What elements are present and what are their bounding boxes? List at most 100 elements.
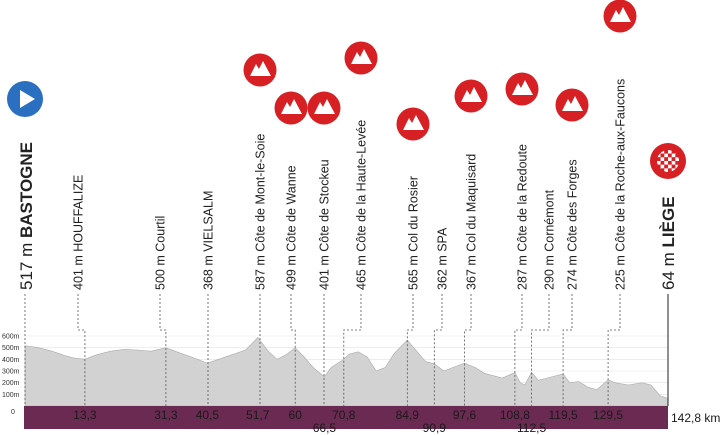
y-tick-label: 600m [2,334,20,341]
waypoint-label: 499 m Côte de Wanne [285,165,299,290]
checker-square [671,150,676,154]
checker-square [671,153,676,158]
mountain-shape [562,96,583,111]
mountain-shape [610,7,631,22]
y-tick-label: 300m [2,369,20,376]
mountain-shape [403,115,424,130]
waypoint-label: 565 m Col du Rosier [407,176,421,290]
start-triangle [20,90,35,108]
altitude-axis: 0 100m 200m 300m 400m 500m 600m [2,334,20,417]
waypoint-label: 367 m Col du Maquisard [465,154,479,290]
distance-band [24,406,668,429]
leader-line [290,294,296,406]
mountain-icon [505,72,539,106]
checker-square [675,153,679,158]
leader-line [514,294,523,406]
waypoint-label: 225 m Côte de la Roche-aux-Faucons [614,79,628,290]
waypoint-label: 287 m Côte de la Redoute [516,144,530,290]
leader-line [464,294,472,406]
checker-square [657,164,661,169]
checker-square [660,150,665,154]
waypoint-label: 587 m Côte de Mont-le-Soie [254,134,268,290]
km-label: 60 [289,408,303,422]
leader-line [607,294,621,406]
finish-name: LIÈGE [659,196,678,247]
mountain-shape [314,99,335,114]
checker-square [660,161,665,165]
y-tick-label: 0 [11,409,15,416]
checker-square [671,168,676,172]
y-tick-label: 200m [2,380,20,387]
checker-square [664,153,668,158]
km-label: 129,5 [593,408,623,422]
checker-square [657,157,661,161]
mountain-shape [250,61,271,76]
mountain-icon [274,91,308,125]
km-label: 97,6 [453,408,477,422]
checker-pattern [657,150,679,172]
start-finish: 517 m BASTOGNE 64 m LIÈGE [7,81,686,406]
waypoint-label: 290 m Cornémont [543,189,557,290]
checker-square [657,153,661,158]
km-label: 90,9 [423,421,447,435]
mountain-shape [512,80,533,95]
waypoint-label: 465 m Côte de la Haute-Levée [355,120,369,290]
leader-line [562,294,573,406]
checker-square [668,161,672,165]
checker-square [675,157,679,161]
finish-label: 64 m LIÈGE [659,196,678,290]
checker-square [664,168,668,172]
km-label: 112,5 [517,421,546,435]
distance-labels: 142,8 km 13,3 31,3 40,5 51,7 60 66,570,8 84,990… [73,408,720,435]
mountain-shape [351,49,372,64]
mountain-shape [281,99,302,114]
checker-square [657,161,661,165]
mountain-icon [396,107,430,141]
km-label: 119,5 [549,408,578,422]
mountain-shape [461,87,482,102]
waypoint-label: 362 m SPA [436,227,450,290]
y-tick-label: 400m [2,357,20,364]
checker-square [660,153,665,158]
checker-square [668,157,672,161]
start-name: BASTOGNE [17,142,36,238]
leader-line [531,294,550,406]
checker-square [664,164,668,169]
mountain-icon [454,79,488,113]
leader-line [433,294,443,406]
km-label: 13,3 [73,408,97,422]
leader-line [406,294,414,406]
waypoint-label: 401 m HOUFFALIZE [72,175,86,290]
km-label: 51,7 [246,408,270,422]
waypoint-label: 368 m VIELSALM [202,191,216,290]
checker-square [671,161,676,165]
km-label: 66,5 [313,421,337,435]
waypoint-label: 401 m Côte de Stockeu [318,159,332,290]
leader-line [159,294,167,406]
waypoint-label: 500 m Courtil [154,216,168,290]
km-label: 84,9 [396,408,420,422]
km-label: 108,8 [500,408,530,422]
start-arrow-icon [7,81,43,117]
start-altitude: 517 m [17,238,36,290]
checker-square [664,150,668,154]
mountain-icon [307,91,341,125]
km-label: 70,8 [332,408,356,422]
checker-square [660,157,665,161]
checker-square [668,168,672,172]
leader-line [77,294,86,406]
total-distance-label: 142,8 km [671,411,720,425]
finish-flag-icon [650,143,686,179]
checker-square [671,164,676,169]
km-label: 31,3 [154,408,178,422]
y-tick-label: 100m [2,392,20,399]
mountain-icon [344,41,378,75]
waypoint-labels: 401 m HOUFFALIZE 500 m Courtil 368 m VIELS… [72,79,628,290]
mountain-icon [603,0,637,33]
leader-line [343,294,362,406]
checker-square [675,164,679,169]
checker-square [664,157,668,161]
y-tick-label: 500m [2,345,20,352]
checker-square [660,164,665,169]
